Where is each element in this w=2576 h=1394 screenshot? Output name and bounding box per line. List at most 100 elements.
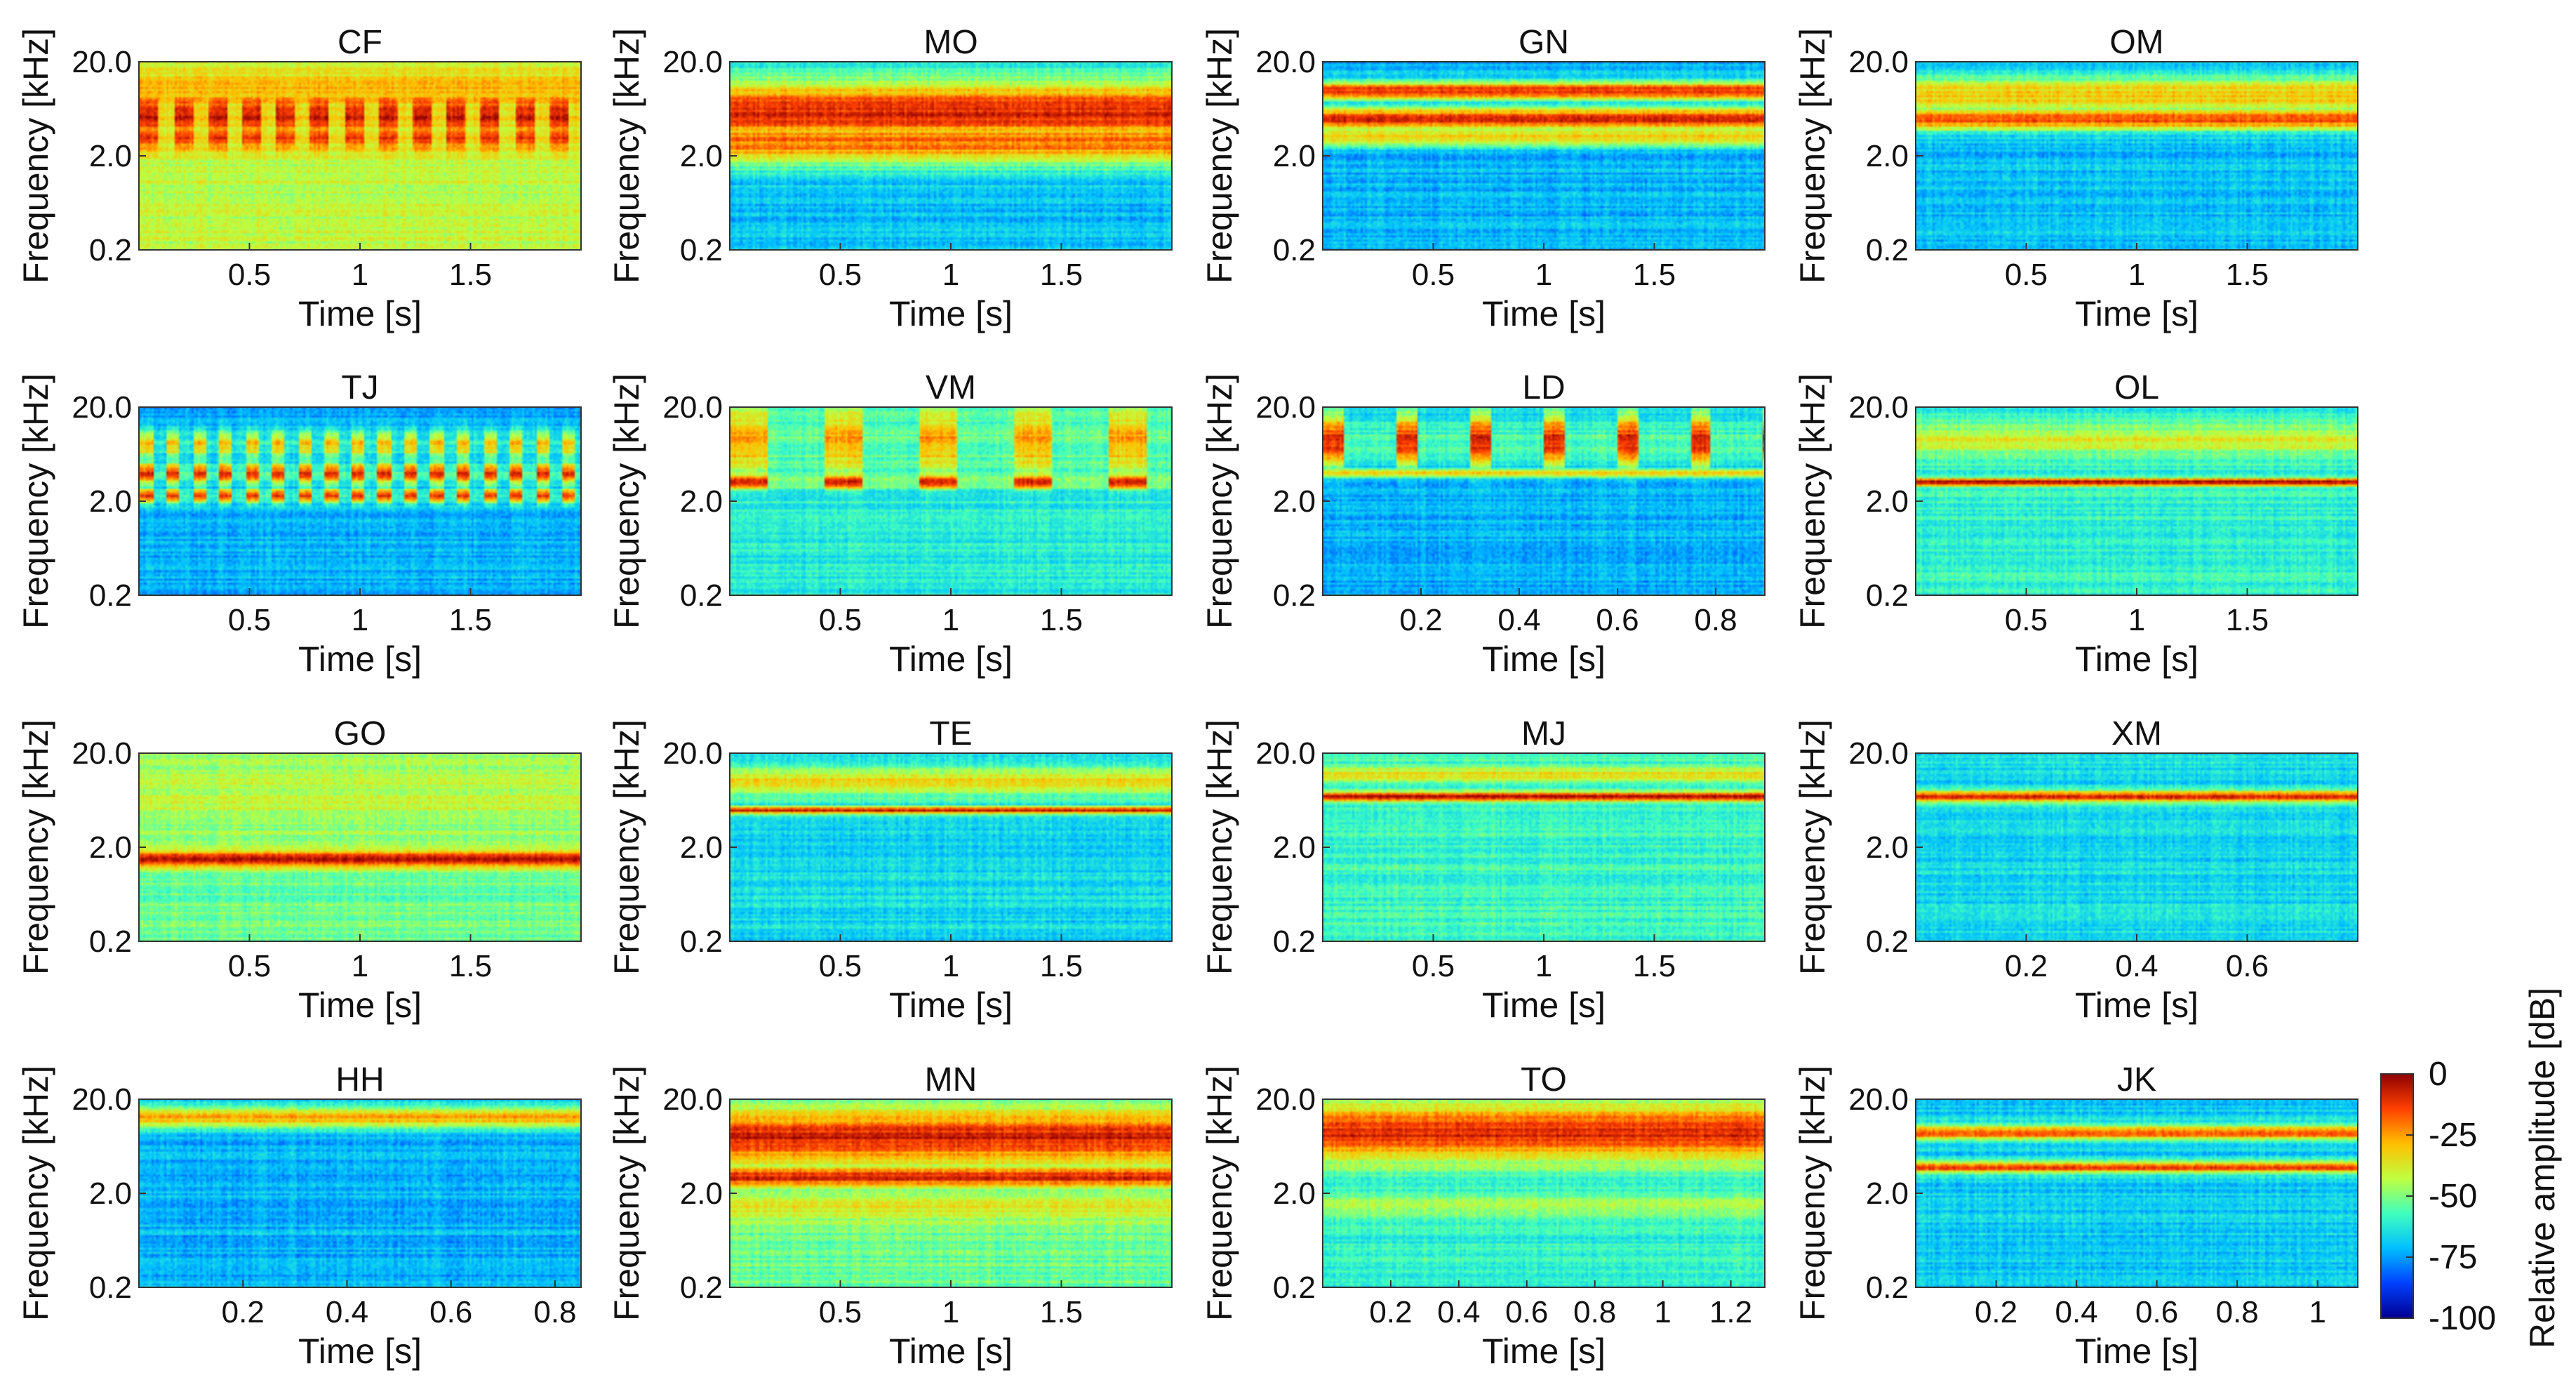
y-axis-label: Frequency [kHz] [607,373,646,629]
y-tick-label: 2.0 [680,139,723,173]
spectrogram-jk [1916,1099,2358,1287]
x-tick-label: 0.5 [819,949,862,983]
y-tick-label: 20.0 [662,390,723,425]
x-tick-label: 0.2 [2005,949,2048,983]
y-tick-label: 2.0 [1273,830,1316,865]
y-tick-label: 20.0 [1255,390,1316,425]
y-axis-label: Frequency [kHz] [1200,373,1239,629]
spectrogram-tj [139,407,581,595]
y-tick-label: 20.0 [1255,736,1316,771]
spectrogram-ol [1916,407,2358,595]
spectrogram-mj [1323,753,1765,941]
x-axis-label: Time [s] [1482,639,1606,679]
x-tick-label: 1 [1535,949,1552,983]
panel-ol [1915,406,2358,596]
spectrogram-hh [139,1099,581,1287]
colorbar-tick-label: -75 [2429,1239,2477,1276]
y-tick-label: 2.0 [89,1176,132,1211]
x-tick-label: 0.5 [819,258,862,292]
x-tick-label: 0.5 [1412,258,1455,292]
x-axis-label: Time [s] [2075,1332,2198,1371]
y-tick-label: 2.0 [680,1176,723,1211]
y-tick-label: 2.0 [1866,830,1909,865]
x-tick-label: 1 [2309,1295,2325,1329]
panel-title: VM [926,369,976,406]
panel-title: MO [923,24,977,61]
x-axis-label: Time [s] [2075,294,2198,333]
x-tick-label: 0.6 [1505,1295,1548,1329]
panel-vm [729,406,1173,596]
panel-te [729,752,1173,942]
x-tick-label: 0.5 [228,949,271,983]
x-tick-label: 1.5 [2226,603,2269,637]
x-axis-label: Time [s] [298,294,422,333]
x-tick-label: 0.5 [228,603,271,637]
y-tick-label: 0.2 [1866,924,1909,959]
y-axis-label: Frequency [kHz] [1793,28,1832,284]
y-axis-label: Frequency [kHz] [16,28,55,284]
x-tick-label: 0.4 [2055,1295,2098,1329]
y-tick-label: 0.2 [1273,233,1316,267]
panel-to [1322,1098,1766,1288]
spectrogram-cf [139,62,581,250]
x-axis-label: Time [s] [889,294,1013,333]
x-axis-label: Time [s] [889,985,1013,1025]
panel-title: GN [1519,24,1569,61]
y-tick-label: 2.0 [89,139,132,173]
colorbar-tick-label: -50 [2429,1178,2477,1215]
panel-jk [1915,1098,2358,1288]
y-tick-label: 0.2 [680,1270,723,1305]
colorbar-tick-label: -25 [2429,1117,2477,1154]
x-axis-label: Time [s] [2075,985,2198,1025]
x-tick-label: 0.5 [819,603,862,637]
x-tick-label: 1 [942,1295,959,1329]
x-tick-label: 1.2 [1709,1295,1752,1329]
panel-cf [138,61,582,251]
y-axis-label: Frequency [kHz] [16,1066,55,1321]
x-tick-label: 1.5 [1040,603,1083,637]
y-tick-label: 2.0 [1273,1176,1316,1211]
x-tick-label: 0.2 [1399,603,1442,637]
y-tick-label: 20.0 [1255,1082,1316,1117]
panel-gn [1322,61,1766,251]
y-tick-label: 0.2 [1866,1270,1909,1305]
y-axis-label: Frequency [kHz] [1793,373,1832,629]
spectrogram-to [1323,1099,1765,1287]
panel-title: HH [335,1061,384,1098]
x-tick-label: 1 [1535,258,1552,292]
y-axis-label: Frequency [kHz] [1793,719,1832,975]
x-tick-label: 0.6 [429,1295,472,1329]
y-axis-label: Frequency [kHz] [1200,1066,1239,1321]
x-tick-label: 1.5 [1633,949,1676,983]
x-axis-label: Time [s] [298,985,422,1025]
y-axis-label: Frequency [kHz] [16,719,55,975]
y-tick-label: 0.2 [680,578,723,613]
panel-title: GO [334,715,387,752]
x-axis-label: Time [s] [889,639,1013,679]
spectrogram-ld [1323,407,1765,595]
y-tick-label: 0.2 [1273,578,1316,613]
x-tick-label: 0.5 [1412,949,1455,983]
panel-title: CF [338,24,382,61]
x-tick-label: 1.5 [1040,258,1083,292]
x-tick-label: 1.5 [1633,258,1676,292]
y-axis-label: Frequency [kHz] [1200,28,1239,284]
y-tick-label: 2.0 [1273,484,1316,519]
y-tick-label: 20.0 [72,736,132,771]
panel-mn [729,1098,1173,1288]
panel-mj [1322,752,1766,942]
panel-title: XM [2111,715,2162,752]
panel-tj [138,406,582,596]
y-axis-label: Frequency [kHz] [16,373,55,629]
x-axis-label: Time [s] [2075,639,2198,679]
spectrogram-om [1916,62,2358,250]
panel-title: MN [925,1061,977,1098]
x-tick-label: 1.5 [449,949,492,983]
y-tick-label: 2.0 [1866,1176,1909,1211]
y-tick-label: 20.0 [1848,45,1909,79]
x-tick-label: 1 [942,258,959,292]
x-tick-label: 0.4 [1437,1295,1480,1329]
x-tick-label: 0.8 [2216,1295,2259,1329]
y-tick-label: 0.2 [1866,233,1909,267]
x-tick-label: 0.4 [326,1295,368,1329]
